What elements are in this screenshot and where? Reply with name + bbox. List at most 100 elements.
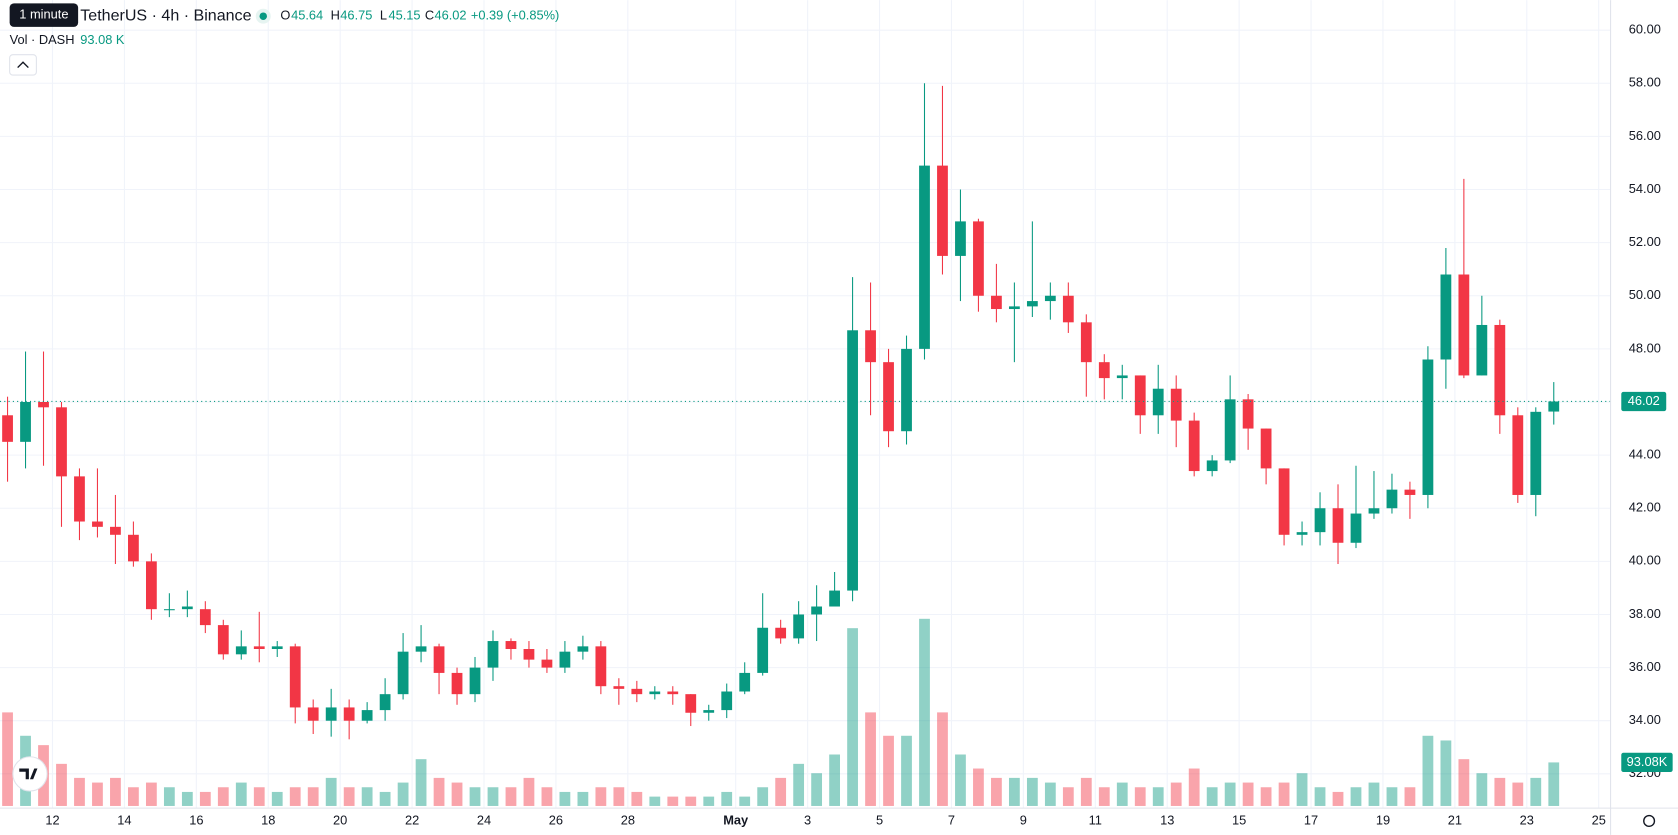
volume-bar [1458,759,1470,806]
volume-bar [1134,787,1146,806]
tooltip-box [9,3,79,27]
volume-bar [559,791,571,806]
volume-title: Vol · DASH [10,32,75,47]
candle-body [433,646,445,673]
x-tick-label: 11 [1089,812,1102,827]
volume-bar [577,791,589,806]
x-tick-label: 14 [117,812,131,827]
tooltip: 1 minute [19,7,68,22]
volume-bar [955,754,966,806]
volume-bar [1098,787,1110,806]
volume-bar [865,712,876,806]
axes: 32.0034.0036.0038.0040.0042.0044.0046.00… [0,22,1673,827]
x-tick-label: 25 [1592,812,1606,827]
volume-bar [1188,768,1200,806]
volume-bar [1224,782,1236,806]
candle-body [649,691,661,695]
candle-body [847,330,858,591]
volume-bar [1242,782,1254,806]
logo-mark [19,768,38,780]
candle-body [1008,306,1020,310]
candle-body [829,590,840,607]
y-tick-label: 58.00 [1629,75,1661,90]
collapse-icon [17,61,29,69]
candle-body [1134,375,1146,416]
candle-body [1440,274,1452,360]
volume-bar [847,628,858,806]
volume-bar [74,777,85,806]
candle-body [343,707,355,721]
candle-body [1548,401,1560,412]
volume-bar [793,763,805,806]
volume-bar [361,787,373,806]
candle-body [667,691,679,695]
x-tick-label: 24 [477,812,491,827]
candle-body [1332,508,1344,543]
candle-body [325,707,337,721]
volume-bar [1332,791,1344,806]
last-price-label: 46.02 [1628,393,1660,408]
volume-bar [325,777,337,806]
volume-bar [253,787,265,806]
x-tick-label: 17 [1304,812,1318,827]
candle-body [1314,508,1326,533]
candle-body [20,401,31,442]
candle-body [487,641,499,668]
volume-bar [829,754,840,806]
volume-bar [775,777,787,806]
volume-bar [1476,773,1488,806]
y-tick-label: 52.00 [1629,234,1661,249]
candle-body [721,691,733,711]
volume-bar [901,735,912,806]
x-tick-label: 3 [804,812,811,827]
volume-bar [973,768,984,806]
volume-bar [433,777,445,806]
candle-body [181,606,193,610]
volume-bar [2,712,13,806]
volume-bar [1080,777,1092,806]
x-tick-label: May [723,812,749,827]
volume-bar [128,787,139,806]
candle-body [1044,295,1056,302]
x-tick-label: 15 [1232,812,1246,827]
ohlc-value: 46.02 [434,8,466,23]
candle-body [1062,295,1074,323]
candle-body [451,672,463,695]
x-tick-label: 9 [1020,812,1027,827]
volume-bar [1368,782,1380,806]
collapse-button[interactable] [9,54,37,76]
logo[interactable] [12,756,48,792]
volume-bar [523,777,535,806]
x-tick-label: 12 [45,812,59,827]
volume-bar [235,782,247,806]
volume-bar [1314,787,1326,806]
candle-body [775,627,787,639]
volume-bar [721,791,733,806]
candle-body [793,614,805,639]
candle-body [559,651,571,668]
symbol-title[interactable]: TetherUS · 4h · Binance [80,6,251,24]
candle-body [1278,468,1290,535]
candle-body [1350,513,1362,543]
x-tick-label: 22 [405,812,419,827]
volume-bar [919,618,930,806]
x-tick-label: 28 [621,812,635,827]
volume-bar [541,787,553,806]
volume-bar [1530,777,1542,806]
settings-icon[interactable] [1643,814,1656,827]
last-price-tag [1621,391,1667,412]
candle-body [1494,324,1506,416]
x-tick-label: 13 [1160,812,1174,827]
candle-body [1116,375,1128,379]
volume-bar [811,773,823,806]
candle-body [379,694,391,711]
candle-body [38,401,49,408]
candle-body [1188,420,1200,472]
candle-body [739,672,751,692]
candle-body [1152,388,1164,416]
candle-body [361,710,373,721]
volume-bar [1206,787,1218,806]
y-tick-label: 60.00 [1629,22,1661,37]
candle-body [1242,399,1254,429]
